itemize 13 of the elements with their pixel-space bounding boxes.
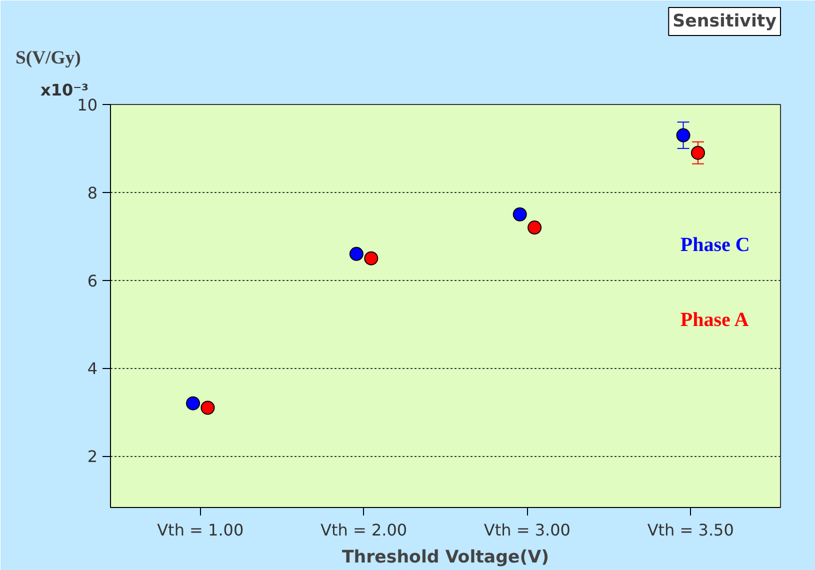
y-tick-label: 8 [87,183,98,202]
y-tick-label: 2 [87,447,98,466]
x-tick-label: Vth = 3.00 [484,520,570,540]
y-axis-title: S(V/Gy) [16,48,81,68]
text: Phase A [680,308,750,331]
y-tick-label: 4 [87,359,98,378]
x-tick-label: Vth = 2.00 [320,520,408,540]
x-tick-label: Vth = 3.50 [647,520,734,540]
y-tick-label: 6 [87,271,98,290]
x-axis-title: Threshold Voltage(V) [342,548,550,568]
text: Phase C [680,234,750,256]
chart-title: Sensitivity [672,12,776,32]
x-tick-label: Vth = 1.00 [157,520,244,540]
